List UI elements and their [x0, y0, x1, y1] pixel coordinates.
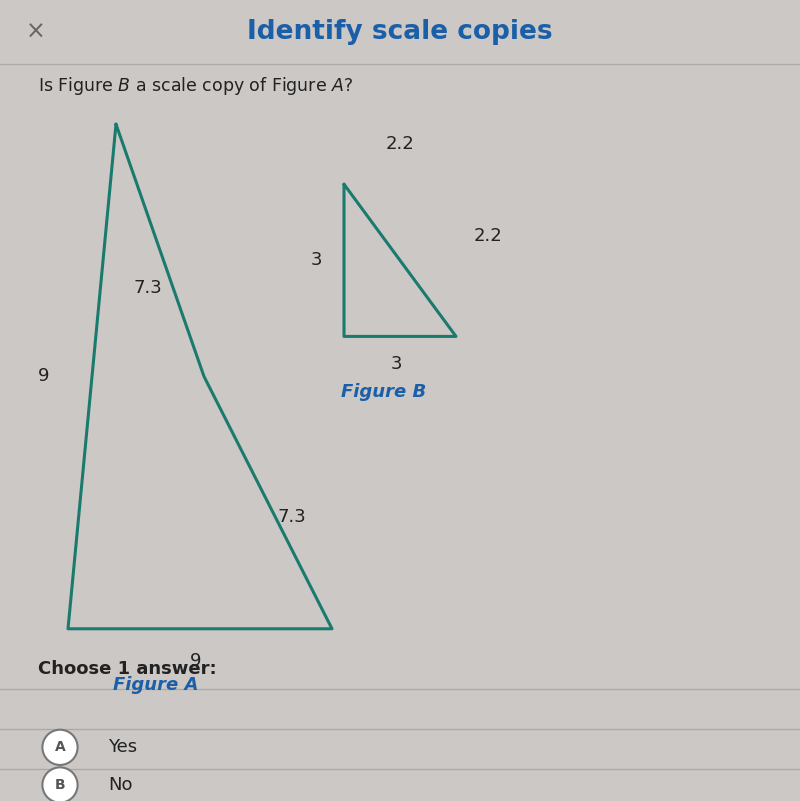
- Text: 3: 3: [390, 356, 402, 373]
- Text: B: B: [54, 778, 66, 792]
- Circle shape: [42, 767, 78, 801]
- Text: No: No: [108, 776, 133, 794]
- Text: 3: 3: [310, 252, 322, 269]
- Text: 2.2: 2.2: [386, 135, 414, 153]
- Text: Figure A: Figure A: [114, 676, 198, 694]
- Text: ×: ×: [26, 20, 46, 44]
- Text: A: A: [54, 740, 66, 755]
- Text: 9: 9: [38, 368, 50, 385]
- Text: Identify scale copies: Identify scale copies: [247, 19, 553, 45]
- Text: 7.3: 7.3: [278, 508, 306, 525]
- Text: Is Figure $\mathit{B}$ a scale copy of Figure $\mathit{A}$?: Is Figure $\mathit{B}$ a scale copy of F…: [38, 74, 354, 97]
- Text: Yes: Yes: [108, 739, 137, 756]
- Text: 7.3: 7.3: [134, 280, 162, 297]
- Text: 9: 9: [190, 652, 202, 670]
- Circle shape: [42, 730, 78, 765]
- Text: 2.2: 2.2: [474, 227, 502, 245]
- Text: Figure B: Figure B: [342, 384, 426, 401]
- Text: Choose 1 answer:: Choose 1 answer:: [38, 660, 217, 678]
